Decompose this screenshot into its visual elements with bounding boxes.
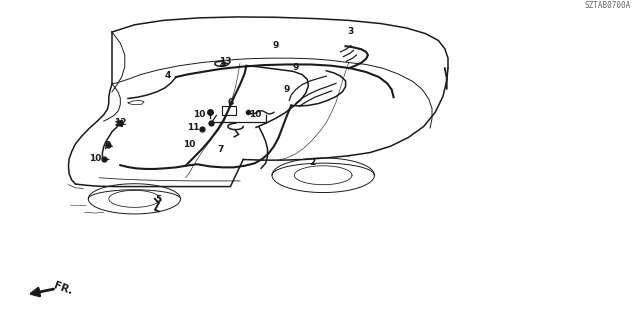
Text: 10: 10	[182, 140, 195, 149]
Bar	[222, 106, 236, 116]
Text: 11: 11	[187, 123, 200, 132]
Text: 10: 10	[88, 154, 101, 164]
Text: 13: 13	[219, 57, 232, 66]
Text: FR.: FR.	[52, 281, 74, 297]
Text: 9: 9	[272, 41, 278, 50]
Text: 9: 9	[284, 85, 290, 94]
Text: 8: 8	[104, 141, 111, 150]
Text: 9: 9	[292, 63, 299, 72]
Text: 10: 10	[193, 110, 206, 119]
Text: 3: 3	[348, 27, 354, 36]
Text: 4: 4	[164, 71, 171, 80]
Text: 12: 12	[114, 118, 127, 127]
Text: 6: 6	[227, 98, 234, 107]
Text: 7: 7	[218, 145, 224, 154]
Text: SZTAB0700A: SZTAB0700A	[584, 1, 630, 10]
Text: 2: 2	[309, 158, 316, 167]
Text: 10: 10	[248, 110, 261, 119]
Text: 5: 5	[156, 195, 162, 204]
